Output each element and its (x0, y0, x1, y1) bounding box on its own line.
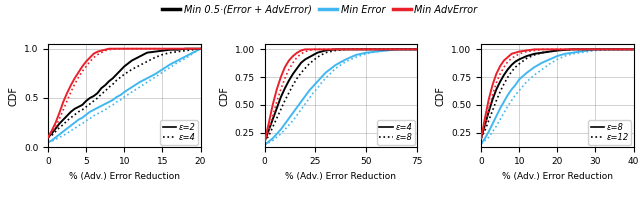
X-axis label: % (Adv.) Error Reduction: % (Adv.) Error Reduction (68, 172, 180, 180)
X-axis label: % (Adv.) Error Reduction: % (Adv.) Error Reduction (502, 172, 613, 180)
Legend: Min 0.5·(Error + AdvError), Min Error, Min AdvError: Min 0.5·(Error + AdvError), Min Error, M… (159, 1, 481, 19)
Legend: ε=2, ε=4: ε=2, ε=4 (160, 120, 198, 145)
Y-axis label: CDF: CDF (8, 86, 19, 105)
Y-axis label: CDF: CDF (219, 86, 229, 105)
Y-axis label: CDF: CDF (436, 86, 445, 105)
Legend: ε=4, ε=8: ε=4, ε=8 (377, 120, 415, 145)
X-axis label: % (Adv.) Error Reduction: % (Adv.) Error Reduction (285, 172, 396, 180)
Legend: ε=8, ε=12: ε=8, ε=12 (588, 120, 631, 145)
